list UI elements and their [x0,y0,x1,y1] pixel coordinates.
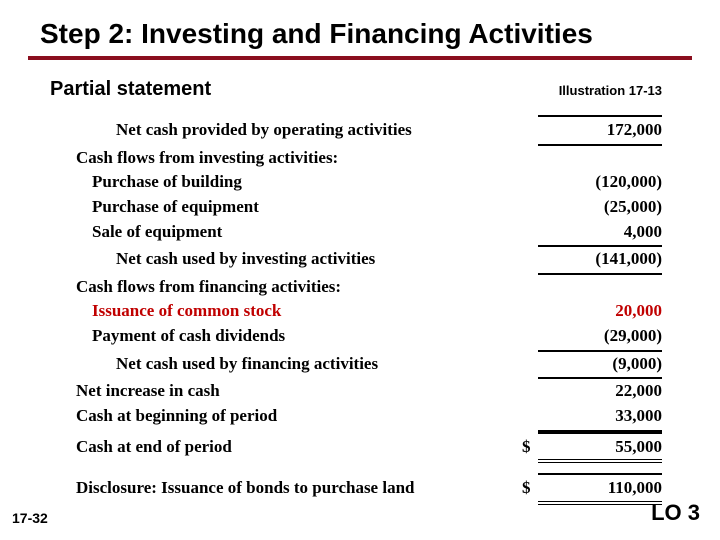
cell-label: Sale of equipment [76,220,522,245]
cell-amount: (29,000) [522,324,662,352]
cell-label: Net increase in cash [76,379,522,404]
cell-label: Cash flows from investing activities: [76,146,522,171]
row-net-cash-financing: Net cash used by financing activities (9… [76,352,662,380]
cell-amount: $110,000 [522,473,662,501]
cell-label: Purchase of equipment [76,195,522,220]
row-financing-header: Cash flows from financing activities: [76,275,662,300]
statement-table: Net cash provided by operating activitie… [28,115,692,501]
cell-amount: 4,000 [522,220,662,248]
row-net-cash-investing: Net cash used by investing activities (1… [76,247,662,275]
cell-amount: $55,000 [522,432,662,460]
cell-label: Cash at end of period [76,435,522,460]
cell-label: Issuance of common stock [76,299,522,324]
slide: Step 2: Investing and Financing Activiti… [0,0,720,540]
partial-statement-label: Partial statement [50,78,211,101]
cell-label: Net cash used by financing activities [76,352,522,377]
learning-objective: LO 3 [651,500,700,526]
cell-label: Net cash provided by operating activitie… [76,118,522,143]
subhead-row: Partial statement Illustration 17-13 [28,78,692,101]
row-purchase-building: Purchase of building (120,000) [76,170,662,195]
row-investing-header: Cash flows from investing activities: [76,146,662,171]
cell-label: Payment of cash dividends [76,324,522,349]
row-net-cash-operating: Net cash provided by operating activitie… [76,115,662,146]
cell-amount: (25,000) [522,195,662,220]
cell-amount: 172,000 [522,115,662,146]
cell-label: Purchase of building [76,170,522,195]
cell-amount: (141,000) [522,247,662,275]
row-disclosure: Disclosure: Issuance of bonds to purchas… [76,473,662,501]
cell-label: Net cash used by investing activities [76,247,522,272]
cell-label: Cash flows from financing activities: [76,275,522,300]
row-payment-dividends: Payment of cash dividends (29,000) [76,324,662,352]
illustration-label: Illustration 17-13 [559,83,662,98]
cell-label: Cash at beginning of period [76,404,522,429]
row-cash-beginning: Cash at beginning of period 33,000 [76,404,662,432]
row-issuance-common-stock: Issuance of common stock 20,000 [76,299,662,324]
cell-amount: (9,000) [522,352,662,380]
row-cash-end: Cash at end of period $55,000 [76,432,662,460]
row-sale-equipment: Sale of equipment 4,000 [76,220,662,248]
cell-amount: 33,000 [522,404,662,432]
cell-label: Disclosure: Issuance of bonds to purchas… [76,476,522,501]
row-net-increase-cash: Net increase in cash 22,000 [76,379,662,404]
cell-amount: 20,000 [522,299,662,324]
slide-title: Step 2: Investing and Financing Activiti… [28,18,692,60]
cell-amount: 22,000 [522,379,662,404]
cell-amount: (120,000) [522,170,662,195]
slide-number: 17-32 [12,510,48,526]
row-purchase-equipment: Purchase of equipment (25,000) [76,195,662,220]
